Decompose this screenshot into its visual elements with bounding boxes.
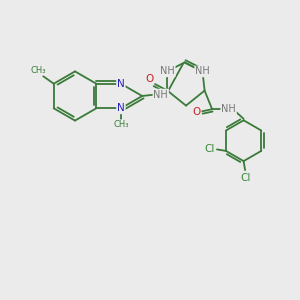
- Text: Cl: Cl: [241, 173, 251, 183]
- Text: O: O: [145, 74, 154, 84]
- Text: N: N: [117, 103, 125, 113]
- Text: CH₃: CH₃: [31, 66, 46, 75]
- Text: NH: NH: [153, 89, 168, 100]
- Text: N: N: [117, 79, 125, 89]
- Text: NH: NH: [221, 104, 236, 114]
- Text: NH: NH: [195, 66, 210, 76]
- Text: CH₃: CH₃: [113, 120, 129, 129]
- Text: O: O: [192, 107, 200, 117]
- Text: Cl: Cl: [205, 144, 215, 154]
- Text: NH: NH: [160, 66, 175, 76]
